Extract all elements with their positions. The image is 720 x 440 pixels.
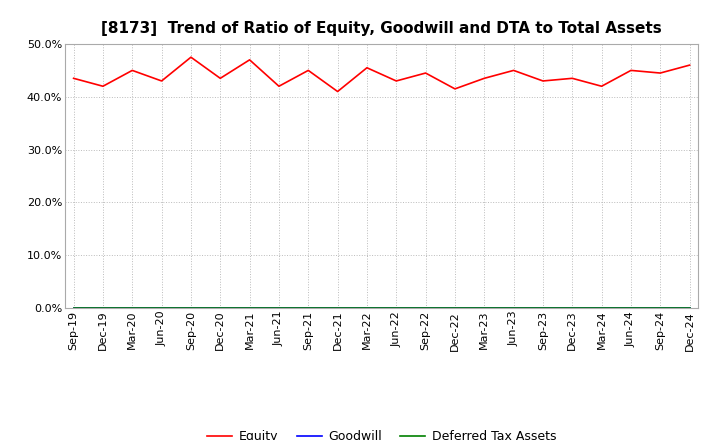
Goodwill xyxy=(685,305,694,311)
Equity xyxy=(656,70,665,76)
Deferred Tax Assets xyxy=(480,305,489,311)
Equity xyxy=(333,89,342,94)
Goodwill xyxy=(421,305,430,311)
Equity xyxy=(685,62,694,68)
Deferred Tax Assets xyxy=(333,305,342,311)
Deferred Tax Assets xyxy=(363,305,372,311)
Equity xyxy=(451,86,459,92)
Goodwill xyxy=(333,305,342,311)
Goodwill xyxy=(539,305,547,311)
Equity xyxy=(304,68,312,73)
Deferred Tax Assets xyxy=(157,305,166,311)
Equity xyxy=(539,78,547,84)
Line: Equity: Equity xyxy=(73,57,690,92)
Deferred Tax Assets xyxy=(598,305,606,311)
Goodwill xyxy=(656,305,665,311)
Goodwill xyxy=(568,305,577,311)
Deferred Tax Assets xyxy=(539,305,547,311)
Goodwill xyxy=(157,305,166,311)
Goodwill xyxy=(363,305,372,311)
Equity xyxy=(274,84,283,89)
Equity xyxy=(363,65,372,70)
Goodwill xyxy=(99,305,107,311)
Goodwill xyxy=(392,305,400,311)
Goodwill xyxy=(246,305,254,311)
Equity xyxy=(246,57,254,62)
Equity xyxy=(626,68,635,73)
Goodwill xyxy=(304,305,312,311)
Goodwill xyxy=(509,305,518,311)
Goodwill xyxy=(128,305,137,311)
Equity xyxy=(509,68,518,73)
Deferred Tax Assets xyxy=(216,305,225,311)
Deferred Tax Assets xyxy=(274,305,283,311)
Deferred Tax Assets xyxy=(99,305,107,311)
Deferred Tax Assets xyxy=(69,305,78,311)
Goodwill xyxy=(480,305,489,311)
Goodwill xyxy=(598,305,606,311)
Deferred Tax Assets xyxy=(421,305,430,311)
Equity xyxy=(568,76,577,81)
Goodwill xyxy=(274,305,283,311)
Deferred Tax Assets xyxy=(509,305,518,311)
Legend: Equity, Goodwill, Deferred Tax Assets: Equity, Goodwill, Deferred Tax Assets xyxy=(202,425,561,440)
Equity xyxy=(421,70,430,76)
Equity xyxy=(392,78,400,84)
Equity xyxy=(598,84,606,89)
Equity xyxy=(216,76,225,81)
Deferred Tax Assets xyxy=(626,305,635,311)
Goodwill xyxy=(216,305,225,311)
Equity xyxy=(480,76,489,81)
Deferred Tax Assets xyxy=(128,305,137,311)
Deferred Tax Assets xyxy=(656,305,665,311)
Deferred Tax Assets xyxy=(568,305,577,311)
Goodwill xyxy=(451,305,459,311)
Deferred Tax Assets xyxy=(685,305,694,311)
Equity xyxy=(186,55,195,60)
Deferred Tax Assets xyxy=(451,305,459,311)
Deferred Tax Assets xyxy=(304,305,312,311)
Deferred Tax Assets xyxy=(392,305,400,311)
Equity xyxy=(99,84,107,89)
Equity xyxy=(157,78,166,84)
Deferred Tax Assets xyxy=(186,305,195,311)
Goodwill xyxy=(186,305,195,311)
Deferred Tax Assets xyxy=(246,305,254,311)
Equity xyxy=(128,68,137,73)
Goodwill xyxy=(626,305,635,311)
Equity xyxy=(69,76,78,81)
Goodwill xyxy=(69,305,78,311)
Title: [8173]  Trend of Ratio of Equity, Goodwill and DTA to Total Assets: [8173] Trend of Ratio of Equity, Goodwil… xyxy=(102,21,662,36)
